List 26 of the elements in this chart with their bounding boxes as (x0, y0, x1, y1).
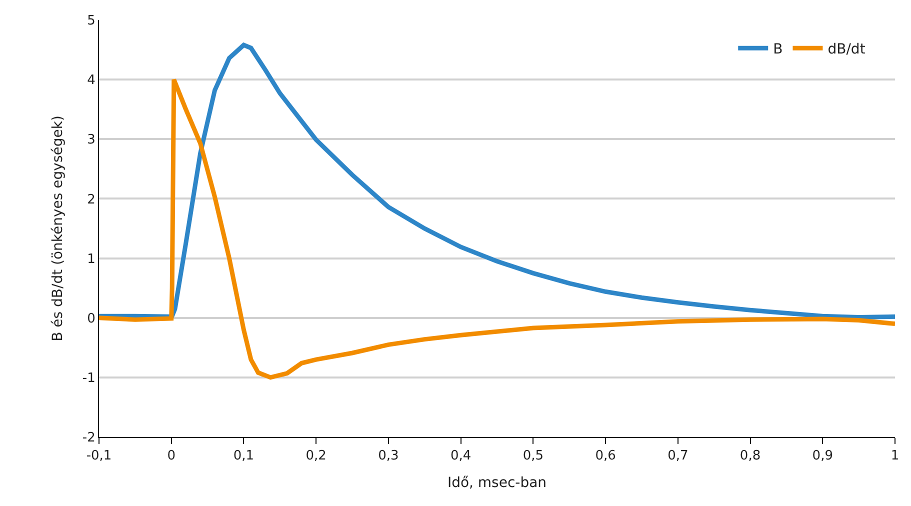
y-tick-label: 5 (87, 14, 96, 29)
legend-label: B (773, 42, 783, 58)
x-tick-label: 0 (167, 448, 176, 464)
x-tick-label: 0,1 (233, 448, 254, 464)
y-tick-label: -1 (82, 370, 96, 386)
y-tick-label: -2 (82, 430, 96, 446)
x-tick-label: 0,6 (595, 448, 616, 464)
y-tick-label: 0 (87, 311, 96, 326)
x-axis-title: Idő, msec-ban (447, 474, 547, 491)
x-tick-label: 0,7 (668, 448, 688, 464)
x-tick-label: 0,3 (378, 448, 399, 464)
y-tick-label: 1 (87, 252, 96, 267)
x-tick-label: 0,5 (522, 448, 544, 464)
y-tick-label: 4 (87, 73, 96, 88)
x-tick-label: 0,2 (306, 448, 326, 464)
x-tick-label: 0,8 (740, 448, 761, 464)
y-tick-label: 2 (87, 192, 96, 208)
line-series (99, 77, 895, 380)
y-axis-title: B és dB/dt (önkényes egységek) (50, 116, 66, 342)
line-series (99, 42, 895, 320)
x-tick-label: -0,1 (86, 448, 112, 464)
y-tick-label: 3 (87, 132, 96, 148)
x-tick-label: 0,9 (812, 448, 833, 464)
x-tick-label: 1 (890, 448, 900, 464)
x-tick-label: 0,4 (450, 448, 472, 464)
legend-label: dB/dt (828, 42, 866, 58)
